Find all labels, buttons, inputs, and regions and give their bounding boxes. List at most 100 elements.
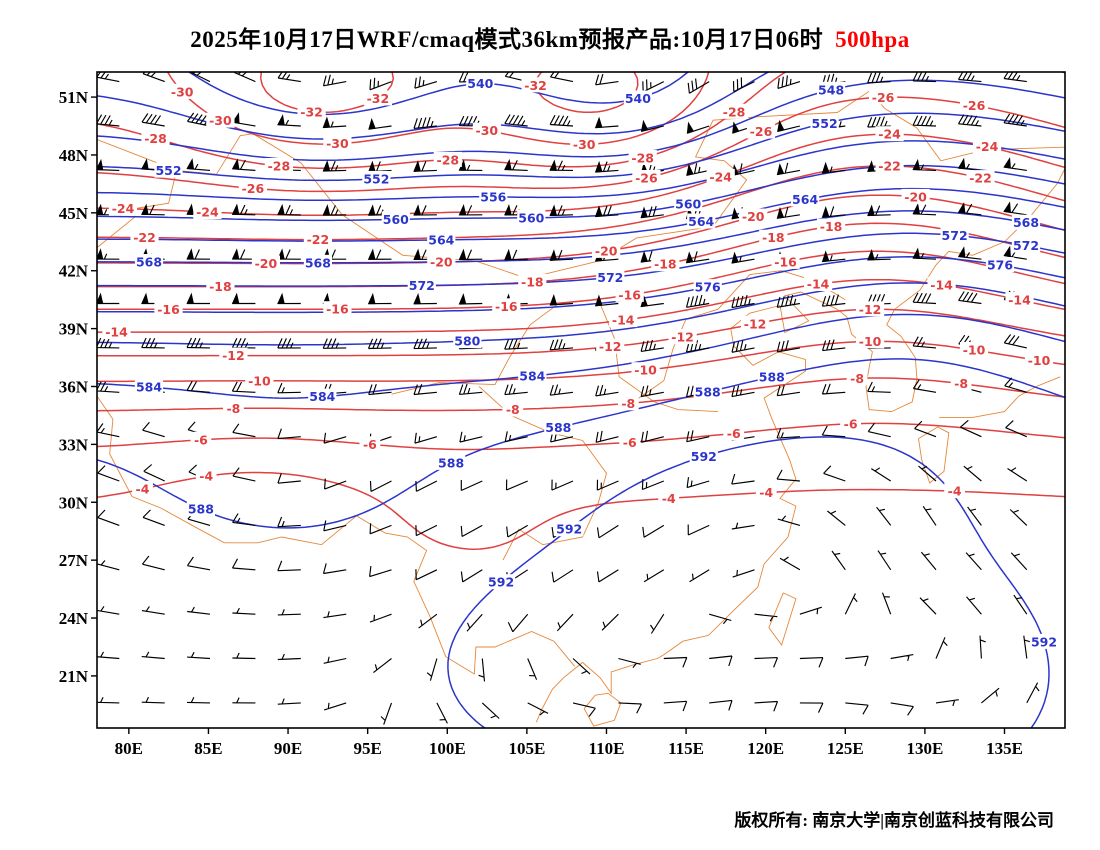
contour-label-bg bbox=[1011, 237, 1041, 253]
contour-label: 588 bbox=[438, 455, 464, 470]
x-tick-label: 110E bbox=[589, 739, 625, 758]
contour-label-bg bbox=[154, 162, 183, 178]
contour-label: 592 bbox=[691, 449, 717, 464]
height-contour-592 bbox=[447, 436, 1050, 728]
contour-label-bg bbox=[466, 75, 495, 91]
height-contour-552 bbox=[97, 112, 1065, 182]
pressure-level-label: 500hpa bbox=[835, 27, 910, 52]
x-tick-label: 80E bbox=[115, 739, 143, 758]
contour-label: 560 bbox=[675, 197, 701, 212]
contour-label-bg bbox=[190, 431, 212, 447]
y-tick-label: 48N bbox=[59, 146, 89, 165]
contour-label: -16 bbox=[326, 302, 349, 317]
contour-label-bg bbox=[472, 122, 501, 138]
contour-label: -14 bbox=[930, 277, 953, 292]
temp-contour--14 bbox=[97, 278, 1065, 333]
contour-label-bg bbox=[521, 77, 550, 93]
contour-label: -10 bbox=[963, 343, 986, 358]
contour-label-bg bbox=[596, 269, 625, 285]
contour-label: 572 bbox=[597, 270, 623, 285]
contour-label-bg bbox=[940, 227, 969, 243]
contour-label: -28 bbox=[723, 104, 746, 119]
contour-label-bg bbox=[628, 150, 657, 165]
contour-label-bg bbox=[950, 375, 972, 391]
y-tick-label: 21N bbox=[59, 667, 89, 686]
contour-label: 568 bbox=[1013, 215, 1039, 230]
contour-label-bg bbox=[130, 229, 159, 245]
contour-label: -20 bbox=[904, 189, 927, 204]
contour-label: 548 bbox=[818, 82, 844, 97]
contour-label: -22 bbox=[133, 230, 156, 245]
copyright-text: 版权所有: 南京大学|南京创蓝科技有限公司 bbox=[734, 811, 1054, 830]
y-tick-label: 39N bbox=[59, 320, 89, 339]
height-contour-544 bbox=[97, 72, 769, 140]
contour-label-bg bbox=[168, 83, 197, 99]
contour-label: 552 bbox=[363, 171, 389, 186]
contour-label: 580 bbox=[454, 334, 480, 349]
contour-label-bg bbox=[771, 253, 800, 269]
contour-label-bg bbox=[817, 81, 846, 97]
contour-label: 556 bbox=[480, 189, 506, 204]
axes: 80E 85E 90E 95E 100E 105E 110E 115E 120E 125E 130E… bbox=[59, 71, 1066, 758]
contour-label: 572 bbox=[942, 228, 968, 243]
contour-label: -20 bbox=[742, 209, 765, 224]
x-tick-label: 135E bbox=[986, 739, 1023, 758]
y-tick-label: 51N bbox=[59, 88, 89, 107]
y-tick-label: 27N bbox=[59, 551, 89, 570]
map-outline bbox=[918, 426, 950, 484]
contour-label-bg bbox=[810, 115, 839, 131]
contour-label: 572 bbox=[409, 278, 435, 293]
contour-label: -16 bbox=[618, 287, 641, 302]
contour-label-bg bbox=[359, 436, 381, 452]
contour-label: -30 bbox=[326, 136, 349, 151]
contour-label-bg bbox=[592, 242, 621, 258]
contour-label: 584 bbox=[519, 369, 545, 384]
contour-label: 560 bbox=[518, 210, 544, 225]
contour-label-bg bbox=[596, 338, 625, 354]
contour-label-bg bbox=[206, 278, 235, 294]
contour-label-bg bbox=[407, 277, 436, 293]
contour-label-bg bbox=[901, 188, 930, 204]
map-outline bbox=[535, 291, 838, 723]
contour-label-bg bbox=[658, 490, 680, 506]
contour-label: -30 bbox=[573, 137, 596, 152]
contour-label-bg bbox=[617, 395, 639, 411]
contour-label: 584 bbox=[309, 389, 335, 404]
contour-label-bg bbox=[869, 89, 898, 105]
contour-label-bg bbox=[875, 158, 904, 173]
y-tick-label: 33N bbox=[59, 435, 89, 454]
contour-label: -4 bbox=[662, 491, 676, 506]
contour-label: -24 bbox=[709, 169, 732, 184]
contour-label: -4 bbox=[136, 482, 150, 497]
contour-label: 588 bbox=[545, 420, 571, 435]
contour-label: -12 bbox=[222, 348, 245, 363]
contour-label: -14 bbox=[807, 277, 830, 292]
contour-label-bg bbox=[303, 254, 332, 270]
contour-label-bg bbox=[487, 574, 516, 590]
contour-label: -30 bbox=[476, 123, 499, 138]
contour-label-bg bbox=[723, 425, 745, 441]
height-contours bbox=[97, 72, 1065, 728]
contour-label: -8 bbox=[226, 401, 240, 416]
contour-label-bg bbox=[154, 301, 183, 317]
x-tick-label: 130E bbox=[906, 739, 943, 758]
contour-label: 592 bbox=[488, 575, 514, 590]
contour-label-bg bbox=[623, 90, 652, 106]
contour-label: -8 bbox=[954, 376, 968, 391]
contour-label: -22 bbox=[307, 232, 330, 247]
contour-label: -16 bbox=[774, 254, 797, 269]
contour-label-bg bbox=[817, 218, 846, 234]
contour-label: -10 bbox=[634, 363, 657, 378]
contour-label: -14 bbox=[105, 325, 128, 340]
contour-label: -4 bbox=[199, 469, 213, 484]
contour-label: -12 bbox=[744, 316, 767, 331]
contour-label-bg bbox=[632, 170, 661, 185]
contour-label-bg bbox=[972, 138, 1002, 154]
map-outline bbox=[478, 386, 607, 561]
contour-label-bg bbox=[323, 301, 352, 317]
contour-label: -18 bbox=[521, 274, 544, 289]
contour-label-bg bbox=[791, 191, 820, 207]
contour-label-bg bbox=[132, 481, 153, 496]
contour-label: 564 bbox=[792, 192, 818, 207]
